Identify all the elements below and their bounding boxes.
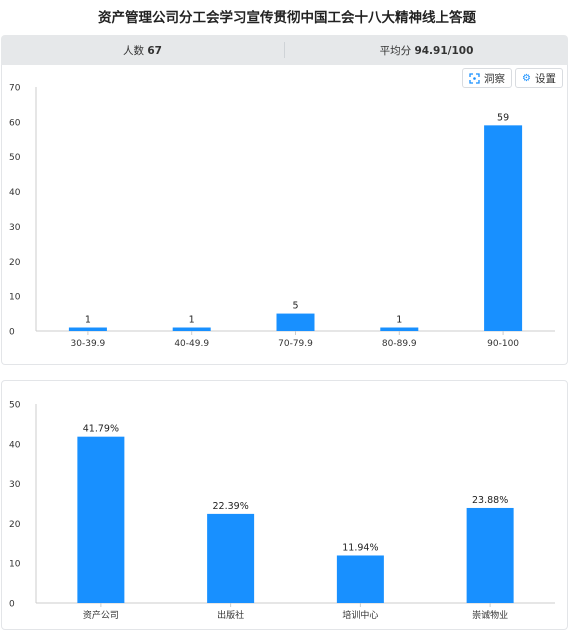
score-bar [172,327,211,331]
score-y-tick-label: 60 [9,118,21,128]
participant-count: 人数 67 [1,43,284,58]
score-x-tick-label: 70-79.9 [278,339,313,349]
score-data-label: 1 [189,315,195,326]
dept-x-tick-label: 资产公司 [83,609,119,621]
score-data-label: 5 [292,301,298,312]
dept-y-tick-label: 30 [9,480,21,490]
stats-divider [284,42,285,58]
score-y-tick-label: 40 [9,188,21,198]
dept-data-label: 41.79% [83,424,119,435]
dept-x-tick-label: 出版社 [217,609,244,621]
score-x-tick-label: 80-89.9 [382,339,417,349]
stats-bar: 人数 67 平均分 94.91/100 [1,35,568,65]
score-y-tick-label: 50 [9,153,21,163]
dept-x-tick-label: 崇诚物业 [472,609,508,621]
score-x-tick-label: 30-39.9 [71,339,106,349]
score-data-label: 1 [85,315,91,326]
avg-label: 平均分 [379,44,412,57]
insight-icon [469,72,480,84]
avg-value: 94.91/100 [414,44,474,57]
dept-bar [466,507,514,603]
score-data-label: 59 [497,112,509,123]
insight-button[interactable]: 洞察 [462,68,512,88]
score-bar [484,125,523,331]
dept-bar [336,555,384,603]
dept-data-label: 22.39% [213,501,249,512]
score-y-tick-label: 10 [9,293,21,303]
dept-x-tick-label: 培训中心 [342,609,378,621]
page-title: 资产管理公司分工会学习宣传贯彻中国工会十八大精神线上答题 [98,10,476,26]
gear-icon: ⚙ [522,72,531,84]
dept-y-tick-label: 10 [9,560,21,570]
score-x-tick-label: 90-100 [487,339,519,349]
dept-y-tick-label: 40 [9,440,21,450]
dept-y-tick-label: 20 [9,520,21,530]
dept-y-tick-label: 50 [9,401,21,411]
settings-label: 设置 [534,72,556,85]
score-x-tick-label: 40-49.9 [174,339,209,349]
score-y-tick-label: 0 [9,328,15,338]
dept-bar [207,513,255,603]
settings-button[interactable]: ⚙ 设置 [515,68,563,88]
score-bar [380,327,419,331]
count-value: 67 [147,44,162,57]
dept-data-label: 23.88% [472,495,508,506]
dept-data-label: 11.94% [342,542,378,553]
average-score: 平均分 94.91/100 [285,43,568,58]
score-bar [68,327,107,331]
score-y-tick-label: 20 [9,258,21,268]
dept-y-tick-label: 0 [9,600,15,610]
score-y-tick-label: 30 [9,223,21,233]
score-data-label: 1 [396,315,402,326]
dept-bar [77,436,125,603]
count-label: 人数 [123,44,145,57]
insight-label: 洞察 [484,72,505,85]
score-y-tick-label: 70 [9,84,21,94]
score-bar [276,313,315,331]
